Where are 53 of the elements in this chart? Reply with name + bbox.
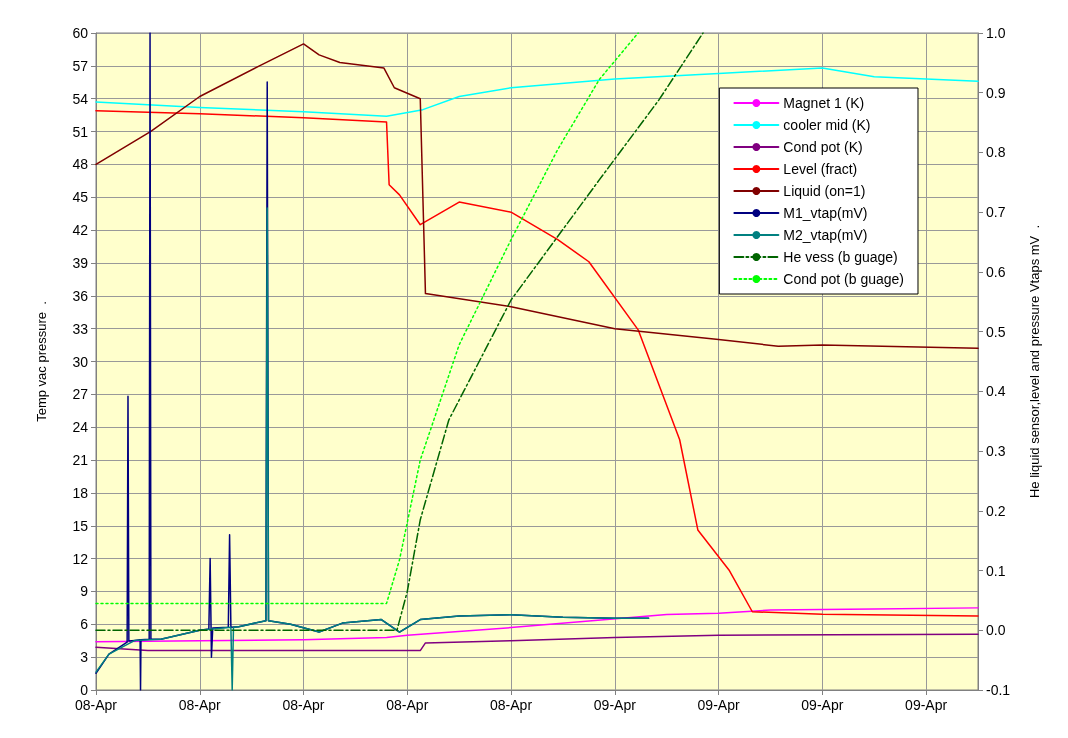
legend-label: Liquid (on=1) [783, 183, 866, 199]
y-tick-label: 3 [80, 649, 89, 666]
legend-label: M1_vtap(mV) [783, 205, 868, 221]
x-tick-label: 08-Apr [490, 697, 533, 713]
y2-tick-label: 0.8 [986, 144, 1006, 161]
y-tick-label: 12 [72, 550, 89, 567]
y2-tick-label: 0.3 [986, 443, 1006, 460]
legend-label: Cond pot (K) [783, 139, 863, 155]
y2-axis-title: He liquid sensor,level and pressure Vtaps mV . [1027, 224, 1042, 499]
y-tick-label: 45 [72, 189, 89, 206]
x-tick-label: 08-Apr [386, 697, 429, 713]
y-tick-label: 42 [72, 222, 89, 239]
legend-label: He vess (b guage) [783, 249, 898, 265]
x-tick-label: 09-Apr [697, 697, 740, 713]
y-tick-label: 18 [72, 484, 89, 501]
y-tick-label: 39 [72, 254, 89, 271]
y-tick-label: 54 [72, 90, 89, 107]
y-tick-label: 33 [72, 320, 89, 337]
x-tick-label: 08-Apr [282, 697, 325, 713]
y2-tick-label: 0.0 [986, 622, 1006, 639]
legend-label: Cond pot (b guage) [783, 271, 904, 287]
x-tick-label: 09-Apr [801, 697, 844, 713]
y2-tick-label: 0.7 [986, 204, 1006, 221]
y-tick-label: 6 [80, 616, 89, 633]
legend-label: M2_vtap(mV) [783, 227, 868, 243]
legend-label: cooler mid (K) [783, 117, 871, 133]
y2-tick-label: 1.0 [986, 25, 1006, 41]
y-tick-label: 48 [72, 156, 89, 173]
y-axis-title: Temp vac pressure . [34, 301, 49, 422]
x-tick-label: 09-Apr [593, 697, 637, 713]
x-tick-label: 08-Apr [74, 697, 118, 713]
y2-tick-label: 0.9 [986, 84, 1006, 101]
y-tick-label: 30 [72, 353, 89, 370]
y-tick-label: 0 [80, 682, 89, 698]
x-tick-label: 08-Apr [178, 697, 222, 713]
y2-tick-label: 0.6 [986, 263, 1006, 280]
y-tick-label: 24 [72, 419, 89, 436]
y2-tick-label: 0.2 [986, 502, 1006, 519]
y2-tick-label: -0.1 [986, 682, 1011, 698]
y-tick-label: 51 [72, 123, 89, 140]
legend-label: Magnet 1 (K) [783, 95, 865, 111]
y-tick-label: 15 [72, 517, 89, 534]
y-tick-label: 27 [72, 386, 89, 403]
y-tick-label: 60 [72, 25, 89, 41]
y2-tick-label: 0.4 [986, 383, 1006, 400]
legend-label: Level (fract) [783, 161, 858, 177]
y2-tick-label: 0.1 [986, 562, 1006, 579]
y-tick-label: 21 [72, 452, 89, 469]
x-tick-label: 09-Apr [905, 697, 948, 713]
y2-tick-label: 0.5 [986, 323, 1006, 340]
y-tick-label: 9 [80, 583, 89, 600]
y-tick-label: 57 [72, 57, 89, 74]
y-tick-label: 36 [72, 287, 89, 304]
